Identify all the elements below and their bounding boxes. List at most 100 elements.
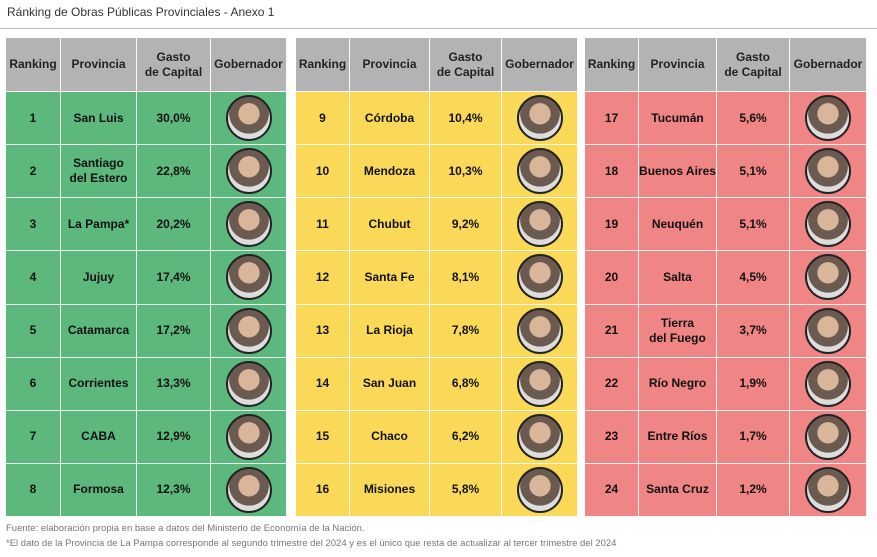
ranking: 6 [6,357,61,411]
province: Santa Cruz [639,463,717,517]
province: Entre Ríos [639,410,717,464]
capital-spending: 8,1% [430,251,502,305]
governor-photo [225,148,272,195]
province: La Pampa* [61,198,137,252]
governor-cell [502,251,578,305]
ranking: 21 [585,304,639,358]
governor-cell [211,198,287,252]
governor-photo [516,254,563,301]
governor-photo [516,413,563,460]
column-header: Ranking [585,38,639,92]
ranking: 1 [6,92,61,146]
governor-cell [502,198,578,252]
governor-photo [225,466,272,513]
province: San Juan [350,357,430,411]
capital-spending: 5,6% [717,92,790,146]
capital-spending: 22,8% [137,145,211,199]
capital-spending: 4,5% [717,251,790,305]
governor-photo [805,95,851,142]
governor-cell [790,145,867,199]
governor-photo [516,466,563,513]
capital-spending: 12,9% [137,410,211,464]
capital-spending: 6,2% [430,410,502,464]
governor-photo [516,95,563,142]
governor-photo [225,307,272,354]
governor-cell [211,357,287,411]
ranking: 11 [296,198,350,252]
column-header: Provincia [639,38,717,92]
governor-photo [805,413,851,460]
column-header: Ranking [296,38,350,92]
column-header: Gasto de Capital [430,38,502,92]
governor-cell [211,145,287,199]
ranking: 22 [585,357,639,411]
governor-cell [502,410,578,464]
ranking: 18 [585,145,639,199]
column-header: Ranking [6,38,61,92]
capital-spending: 17,4% [137,251,211,305]
capital-spending: 7,8% [430,304,502,358]
governor-photo [516,360,563,407]
column-header: Provincia [61,38,137,92]
governor-photo [225,360,272,407]
governor-photo [805,148,851,195]
ranking: 17 [585,92,639,146]
governor-photo [225,201,272,248]
table: Ranking Provincia Gasto de Capital Gobernad… [296,38,578,517]
capital-spending: 1,9% [717,357,790,411]
ranking: 14 [296,357,350,411]
governor-cell [790,357,867,411]
governor-photo [805,360,851,407]
governor-cell [790,410,867,464]
ranking: 9 [296,92,350,146]
ranking: 15 [296,410,350,464]
governor-cell [211,410,287,464]
governor-cell [790,463,867,517]
capital-spending: 9,2% [430,198,502,252]
capital-spending: 12,3% [137,463,211,517]
governor-cell [790,198,867,252]
province: Chaco [350,410,430,464]
province: Chubut [350,198,430,252]
ranking: 5 [6,304,61,358]
governor-cell [502,92,578,146]
province: Tucumán [639,92,717,146]
ranking: 4 [6,251,61,305]
governor-cell [211,251,287,305]
province: Santa Fe [350,251,430,305]
province: San Luis [61,92,137,146]
province: CABA [61,410,137,464]
province: Córdoba [350,92,430,146]
ranking: 23 [585,410,639,464]
source: Fuente: elaboración propia en base a dat… [6,523,365,534]
capital-spending: 30,0% [137,92,211,146]
ranking: 19 [585,198,639,252]
governor-photo [516,201,563,248]
capital-spending: 20,2% [137,198,211,252]
capital-spending: 13,3% [137,357,211,411]
ranking: 24 [585,463,639,517]
province: Corrientes [61,357,137,411]
capital-spending: 10,4% [430,92,502,146]
divider [0,28,877,29]
governor-photo [805,466,851,513]
governor-cell [502,304,578,358]
ranking: 8 [6,463,61,517]
governor-cell [790,92,867,146]
capital-spending: 17,2% [137,304,211,358]
province: Formosa [61,463,137,517]
note: *El dato de la Provincia de La Pampa cor… [6,538,617,549]
ranking: 3 [6,198,61,252]
governor-photo [805,307,851,354]
ranking: 13 [296,304,350,358]
governor-cell [211,92,287,146]
province: Jujuy [61,251,137,305]
province: Santiago del Estero [61,145,137,199]
governor-photo [516,148,563,195]
governor-photo [516,307,563,354]
column-header: Gasto de Capital [137,38,211,92]
governor-cell [502,145,578,199]
ranking: 12 [296,251,350,305]
governor-cell [502,463,578,517]
